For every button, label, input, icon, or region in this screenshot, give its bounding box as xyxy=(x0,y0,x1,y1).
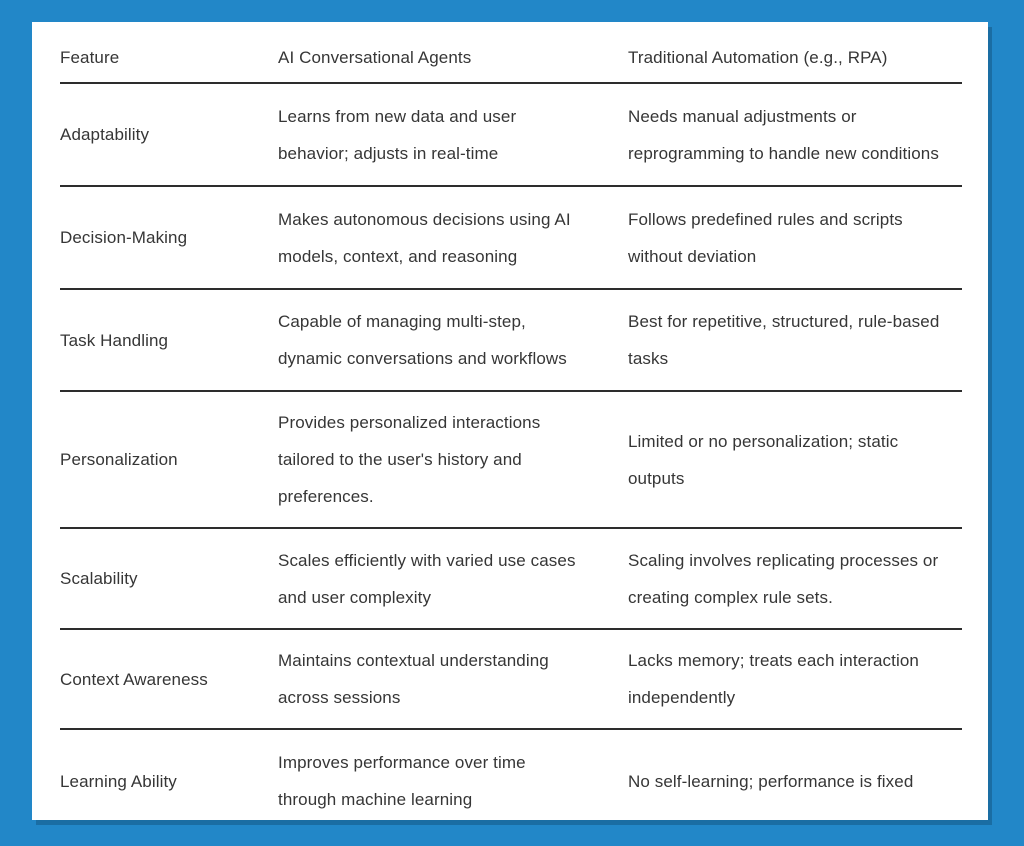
traditional-automation-cell: Follows predefined rules and scripts wit… xyxy=(628,209,903,266)
feature-cell: Task Handling xyxy=(60,330,169,350)
header-ai-agents: AI Conversational Agents xyxy=(278,48,472,67)
table-row: Learning Ability Improves performance ov… xyxy=(60,730,962,832)
feature-cell: Scalability xyxy=(60,569,138,588)
table-header-row: Feature AI Conversational Agents Traditi… xyxy=(60,22,962,84)
traditional-automation-cell: Scaling involves replicating processes o… xyxy=(628,550,939,607)
ai-agents-cell: Scales efficiently with varied use cases… xyxy=(278,550,576,607)
table-row: Task Handling Capable of managing multi-… xyxy=(60,290,962,392)
ai-agents-cell: Improves performance over time through m… xyxy=(278,753,526,809)
comparison-table-card: Feature AI Conversational Agents Traditi… xyxy=(32,22,988,820)
feature-cell: Adaptability xyxy=(60,125,150,144)
header-traditional-automation: Traditional Automation (e.g., RPA) xyxy=(628,48,888,67)
traditional-automation-cell: No self-learning; performance is fixed xyxy=(628,771,914,791)
header-feature: Feature xyxy=(60,48,120,67)
ai-agents-cell: Makes autonomous decisions using AI mode… xyxy=(278,209,571,266)
ai-agents-cell: Provides personalized interactions tailo… xyxy=(278,413,541,506)
ai-agents-cell: Capable of managing multi-step, dynamic … xyxy=(278,312,567,368)
ai-agents-cell: Maintains contextual understanding acros… xyxy=(278,651,549,707)
traditional-automation-cell: Best for repetitive, structured, rule-ba… xyxy=(628,312,940,368)
ai-agents-cell: Learns from new data and user behavior; … xyxy=(278,106,517,163)
traditional-automation-cell: Limited or no personalization; static ou… xyxy=(628,431,899,488)
table-row: Personalization Provides personalized in… xyxy=(60,392,962,529)
table-row: Context Awareness Maintains contextual u… xyxy=(60,630,962,730)
table-row: Adaptability Learns from new data and us… xyxy=(60,84,962,187)
traditional-automation-cell: Lacks memory; treats each interaction in… xyxy=(628,651,919,707)
feature-cell: Personalization xyxy=(60,450,178,469)
table-row: Scalability Scales efficiently with vari… xyxy=(60,529,962,630)
table-row: Decision-Making Makes autonomous decisio… xyxy=(60,187,962,290)
feature-cell: Decision-Making xyxy=(60,228,188,247)
traditional-automation-cell: Needs manual adjustments or reprogrammin… xyxy=(628,106,939,163)
feature-cell: Learning Ability xyxy=(60,771,177,791)
feature-cell: Context Awareness xyxy=(60,669,208,689)
table-body: Adaptability Learns from new data and us… xyxy=(60,84,962,832)
